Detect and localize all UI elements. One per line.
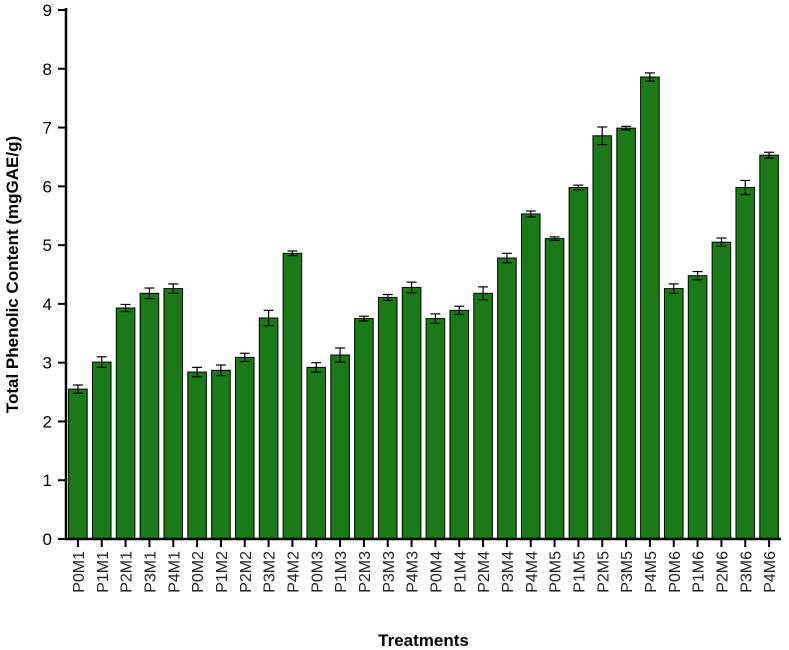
x-tick-label: P0M3 xyxy=(309,551,326,593)
bar-p0m1 xyxy=(68,388,88,540)
bar-p4m1 xyxy=(163,288,184,540)
bar-p2m5 xyxy=(592,135,613,540)
x-tick-label: P2M5 xyxy=(595,551,612,593)
x-tick-label: P2M3 xyxy=(357,551,374,593)
x-tick-label: P2M4 xyxy=(476,551,493,593)
y-tick-label: 8 xyxy=(43,60,52,79)
x-tick-label: P4M2 xyxy=(285,551,302,593)
bar-p2m1 xyxy=(115,307,136,540)
bar-p0m4 xyxy=(425,318,446,540)
bar-p1m4 xyxy=(449,309,470,540)
y-tick-label: 0 xyxy=(43,530,52,549)
x-tick-label: P3M6 xyxy=(738,551,755,593)
bar-p1m2 xyxy=(211,369,231,540)
y-tick-label: 7 xyxy=(43,119,52,138)
bar-p3m3 xyxy=(377,296,398,540)
bar-p0m5 xyxy=(544,238,565,540)
axes-group: P0M1 P1M1 P2M1 P3M1 P4M1 P0M2 P1M2 P2M2 P3M2 P4M2… xyxy=(43,1,781,593)
bar-p0m2 xyxy=(187,371,207,540)
bar-p1m6 xyxy=(687,275,708,540)
bar-p3m4 xyxy=(497,257,517,540)
x-tick-label: P3M4 xyxy=(500,551,517,593)
bar-p3m5 xyxy=(616,127,636,540)
bar-p1m5 xyxy=(568,187,589,540)
y-tick-label: 1 xyxy=(43,471,52,490)
x-tick-label: P4M6 xyxy=(762,551,779,593)
y-tick-label: 5 xyxy=(43,236,52,255)
bar-p1m1 xyxy=(91,361,112,540)
x-tick-label: P0M5 xyxy=(548,551,565,593)
y-tick-label: 6 xyxy=(43,177,52,196)
bar-p1m3 xyxy=(330,354,350,540)
bar-p4m3 xyxy=(401,286,422,540)
y-axis-title: Total Phenolic Content (mgGAE/g) xyxy=(3,136,22,413)
y-tick-label: 2 xyxy=(43,412,52,431)
bar-p3m1 xyxy=(139,292,160,540)
y-tick-label: 9 xyxy=(43,1,52,20)
x-tick-label: P2M2 xyxy=(238,551,255,593)
bar-p2m6 xyxy=(711,241,732,540)
x-tick-label: P0M6 xyxy=(667,551,684,593)
bar-p3m6 xyxy=(735,187,756,540)
bar-p2m4 xyxy=(473,292,493,540)
x-tick-label: P4M5 xyxy=(643,551,660,593)
x-tick-label: P3M5 xyxy=(619,551,636,593)
x-tick-label: P3M1 xyxy=(142,551,159,593)
y-tick-label: 4 xyxy=(43,295,52,314)
x-tick-label: P3M2 xyxy=(262,551,279,593)
x-tick-label: P4M3 xyxy=(405,551,422,593)
x-tick-label: P1M2 xyxy=(214,551,231,593)
x-tick-label: P2M6 xyxy=(714,551,731,593)
bar-p4m2 xyxy=(282,252,303,540)
bar-p2m2 xyxy=(234,356,255,540)
x-tick-label: P3M3 xyxy=(381,551,398,593)
bar-p4m4 xyxy=(520,213,541,540)
x-tick-label: P4M4 xyxy=(524,551,541,593)
x-axis-title: Treatments xyxy=(378,631,469,650)
bars-group xyxy=(68,72,779,540)
x-tick-label: P1M5 xyxy=(571,551,588,593)
bar-p2m3 xyxy=(354,318,374,540)
bar-p3m2 xyxy=(258,317,279,540)
x-tick-label: P0M4 xyxy=(428,551,445,593)
x-tick-label: P1M4 xyxy=(452,551,469,593)
x-tick-label: P0M1 xyxy=(71,551,88,593)
x-tick-label: P1M3 xyxy=(333,551,350,593)
x-tick-label: P1M6 xyxy=(691,551,708,593)
x-tick-label: P4M1 xyxy=(166,551,183,593)
bar-p4m5 xyxy=(640,76,660,540)
bar-p4m6 xyxy=(759,154,779,540)
x-tick-label: P2M1 xyxy=(119,551,136,593)
x-tick-label: P1M1 xyxy=(95,551,112,593)
bar-p0m3 xyxy=(306,366,327,540)
bar-p0m6 xyxy=(663,288,684,540)
y-tick-label: 3 xyxy=(43,354,52,373)
x-tick-label: P0M2 xyxy=(190,551,207,593)
